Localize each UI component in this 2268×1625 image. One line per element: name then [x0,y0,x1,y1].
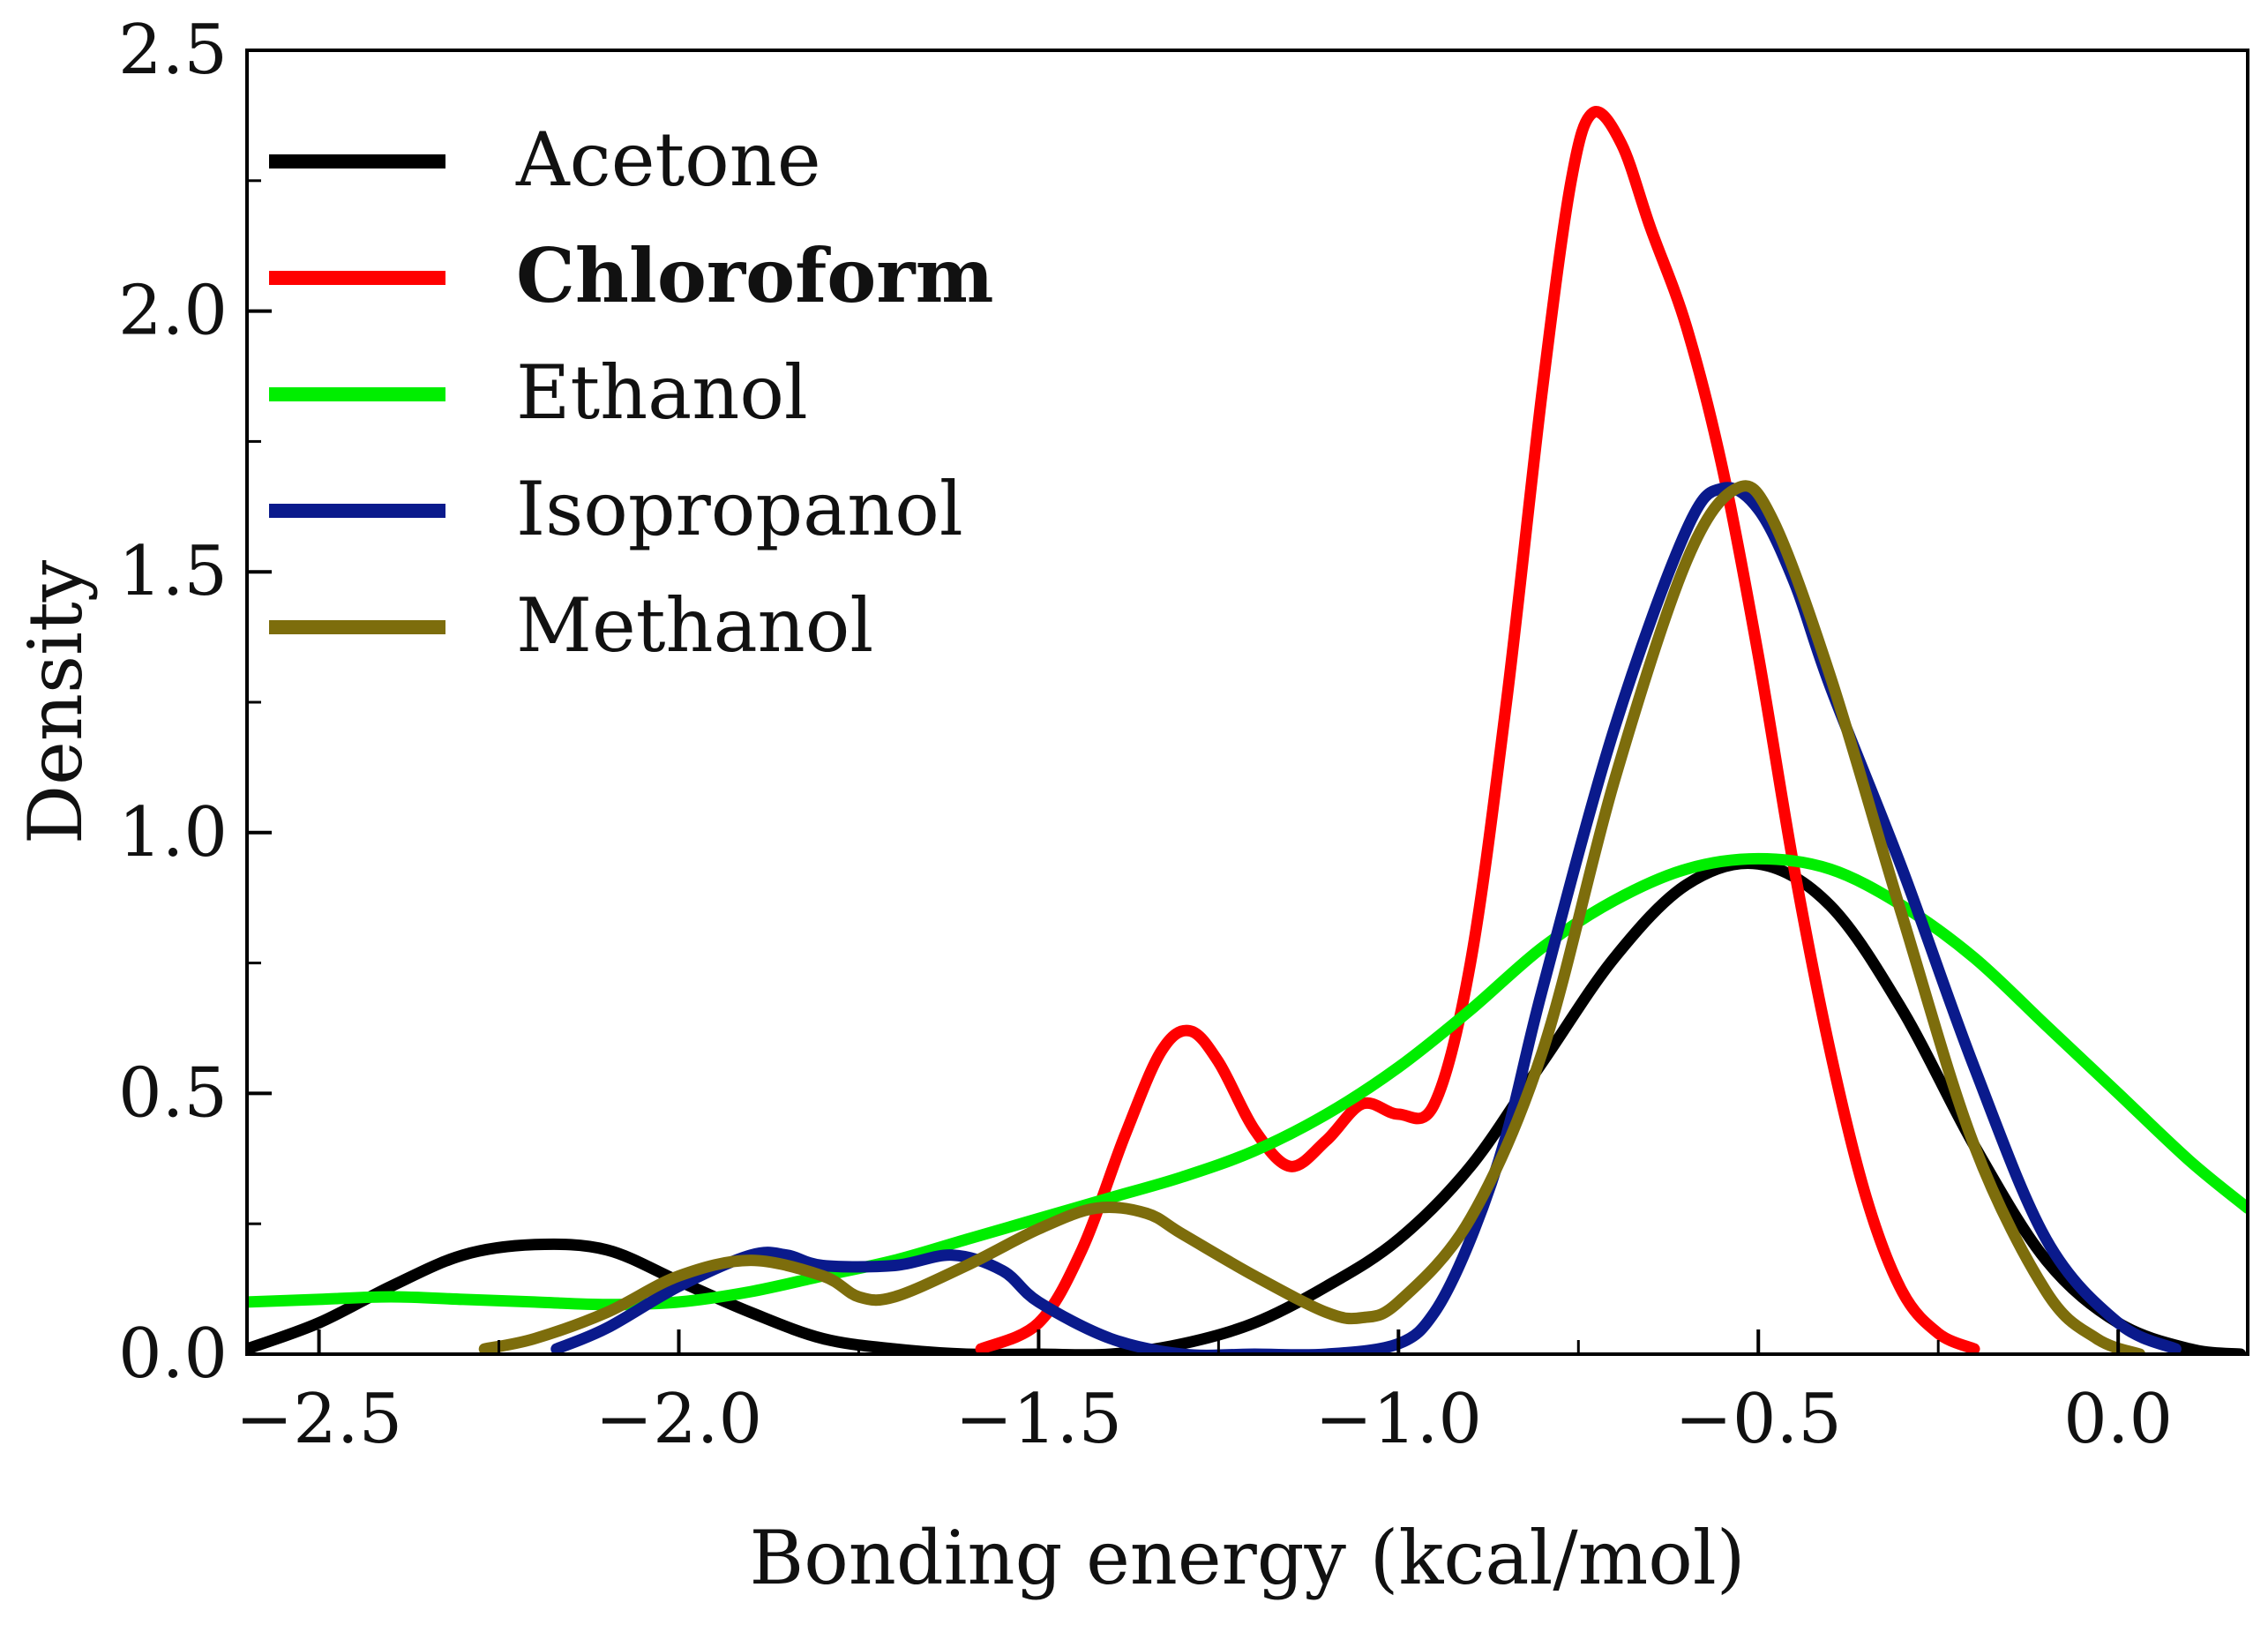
y-tick-label: 2.0 [118,272,228,351]
legend-label-acetone: Acetone [515,116,821,203]
y-tick-label: 1.5 [118,532,228,611]
axes-layer: 0.0 0.5 1.0 1.5 2.0 2.5 −2.5 −2.0 −1.5 −1.0 −0.5 0.… [12,11,2249,1601]
y-tick-label: 0.5 [118,1053,228,1133]
y-axis-title: Density [12,559,99,844]
legend-label-isopropanol: Isopropanol [516,466,963,552]
legend-label-methanol: Methanol [516,582,873,669]
x-tick-label: −1.5 [955,1380,1122,1459]
x-tick-label: −1.0 [1315,1380,1482,1459]
legend: Acetone Chloroform Ethanol Isopropanol Metha… [269,116,993,669]
series-line-chloroform [975,106,1980,1354]
x-tick-label: 0.0 [2063,1380,2173,1459]
x-tick-label: −2.5 [236,1380,402,1459]
series-lines [247,106,2248,1354]
series-line-ethanol [247,852,2248,1311]
series-layer [247,106,2248,1354]
y-tick-label: 2.5 [118,11,228,90]
legend-label-chloroform: Chloroform [516,232,993,319]
x-axis-title: Bonding energy (kcal/mol) [749,1515,1745,1601]
x-tick-label: −2.0 [595,1380,762,1459]
legend-label-ethanol: Ethanol [516,349,808,436]
x-tick-label: −0.5 [1675,1380,1842,1459]
series-line-methanol [478,480,2146,1354]
y-tick-label: 1.0 [118,793,228,872]
y-tick-label: 0.0 [118,1314,228,1394]
